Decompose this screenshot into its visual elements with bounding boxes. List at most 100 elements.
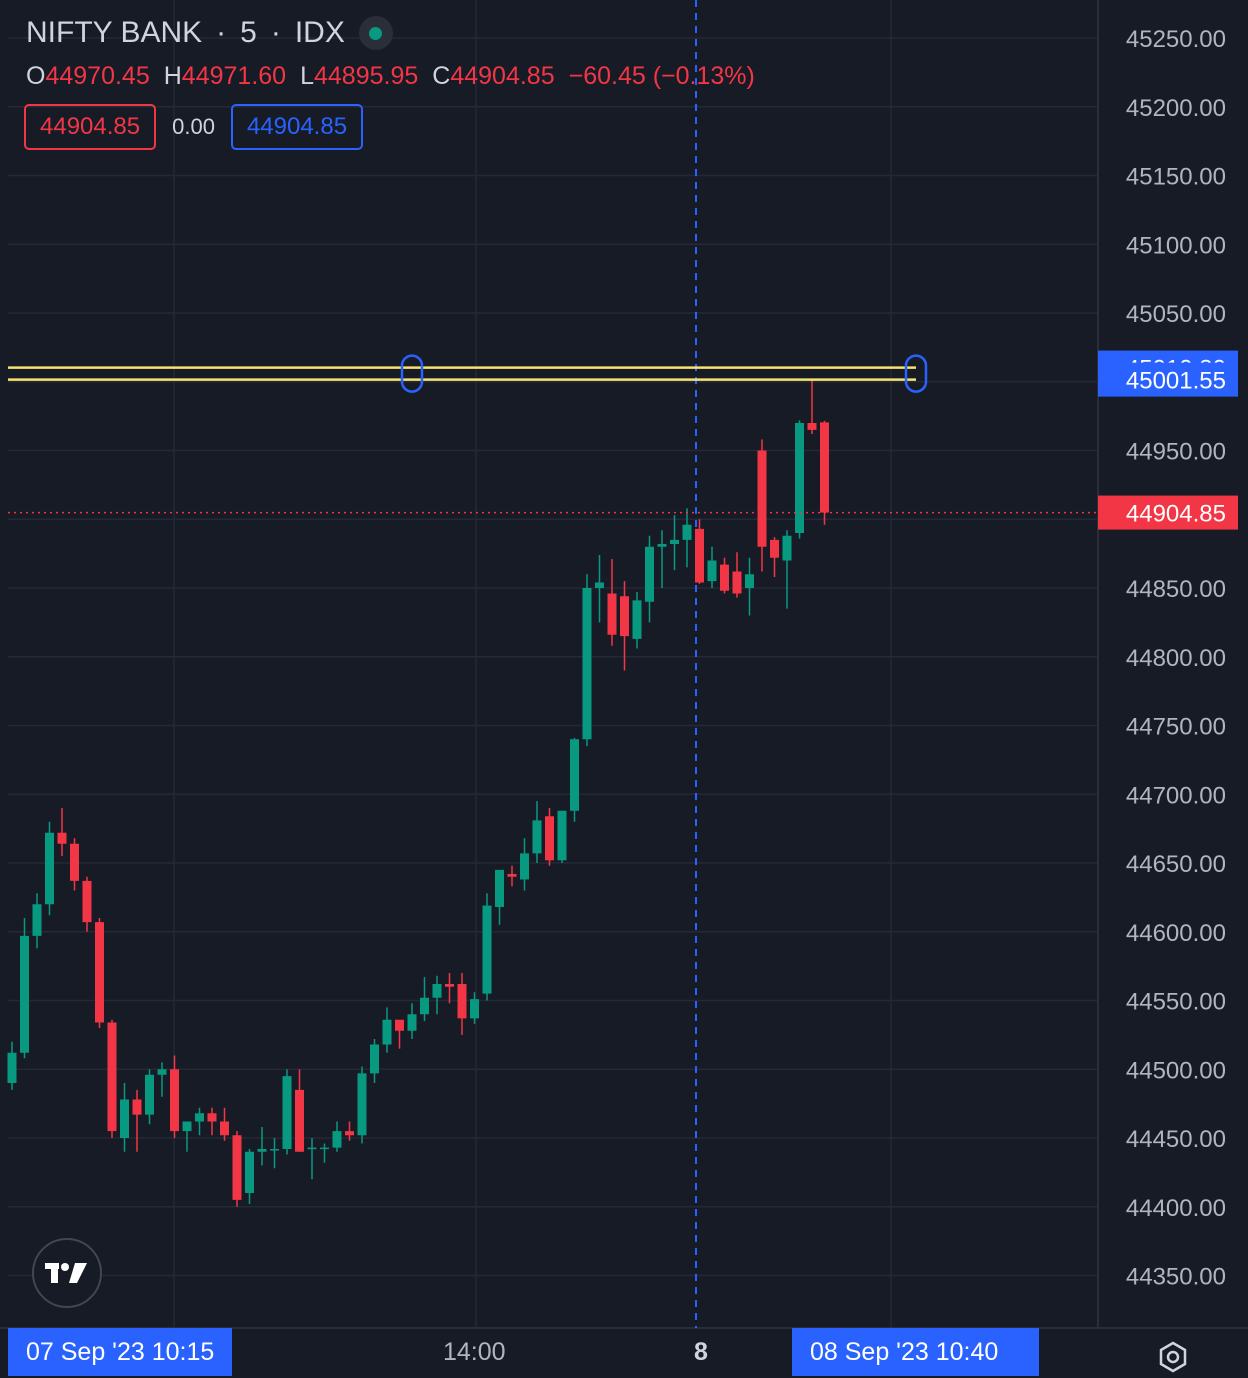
close-label: C: [432, 62, 451, 90]
candle-body: [232, 1135, 242, 1200]
candle: [282, 1069, 292, 1155]
settings-gear-icon[interactable]: [1156, 1340, 1190, 1374]
symbol-header[interactable]: NIFTY BANK · 5 · IDX: [26, 16, 393, 50]
candle: [307, 1138, 317, 1180]
candle: [220, 1107, 229, 1141]
drag-handle-icon[interactable]: [904, 354, 928, 393]
sell-button[interactable]: 44904.85: [24, 104, 157, 150]
candle: [120, 1083, 129, 1152]
open-value: 44970.45: [45, 62, 150, 90]
candle: [132, 1089, 142, 1152]
candle: [395, 1019, 404, 1049]
candle-body: [795, 423, 804, 533]
y-tick-label: 44500.00: [1126, 1057, 1226, 1084]
candle: [270, 1138, 279, 1169]
candle: [757, 439, 767, 572]
candle: [145, 1069, 154, 1125]
y-tick-label: 45100.00: [1126, 232, 1226, 259]
buy-button[interactable]: 44904.85: [230, 104, 364, 150]
candle: [207, 1107, 217, 1136]
candle: [545, 808, 554, 866]
open-label: O: [26, 62, 46, 90]
candle: [795, 420, 804, 539]
candle-body: [370, 1044, 379, 1074]
candle: [820, 420, 829, 525]
candle-body: [432, 984, 442, 998]
candle: [470, 992, 479, 1024]
candle-body: [245, 1151, 254, 1193]
market-status-icon[interactable]: [358, 16, 393, 50]
candle: [720, 557, 729, 594]
candle: [95, 918, 104, 1028]
candle-body: [745, 574, 754, 588]
candle-body: [82, 880, 92, 923]
separator: ·: [270, 16, 281, 49]
tradingview-logo-icon[interactable]: [32, 1238, 102, 1308]
interval-label[interactable]: 5: [240, 16, 257, 49]
candle: [570, 737, 579, 822]
exchange-label: IDX: [294, 16, 345, 49]
y-tick-label: 44850.00: [1126, 576, 1226, 603]
candle-body: [532, 820, 542, 854]
candle: [520, 838, 529, 891]
candle-body: [807, 423, 817, 430]
candle: [645, 535, 654, 623]
change-value: −60.45 (−0.13%): [568, 62, 755, 90]
candle-body: [582, 588, 592, 740]
candle: [582, 574, 592, 747]
low-label: L: [300, 62, 314, 90]
candle: [45, 821, 54, 916]
candle-body: [495, 869, 504, 907]
candle-body: [782, 535, 792, 561]
candle: [20, 918, 29, 1059]
candle: [32, 893, 42, 949]
candle: [232, 1131, 242, 1207]
y-tick-label: 45200.00: [1126, 95, 1226, 122]
candle-body: [707, 560, 717, 582]
y-tick-label: 44400.00: [1126, 1195, 1226, 1222]
y-tick-label: 44950.00: [1126, 439, 1226, 466]
candle-body: [357, 1073, 367, 1136]
candle-body: [32, 904, 42, 936]
candle-body: [570, 739, 579, 811]
y-tick-label: 45250.00: [1126, 26, 1226, 53]
candle: [507, 865, 517, 887]
candle: [195, 1107, 204, 1136]
x-tick-label: 14:00: [443, 1337, 506, 1366]
candle-body: [457, 984, 467, 1019]
candle-body: [770, 539, 779, 558]
y-tick-label: 44800.00: [1126, 645, 1226, 672]
candle: [445, 973, 454, 1004]
candle-body: [682, 524, 692, 540]
candle-body: [145, 1074, 154, 1115]
candle: [695, 519, 704, 584]
candle-body: [420, 997, 429, 1015]
candle-body: [195, 1113, 204, 1122]
candle: [707, 546, 717, 588]
candle: [745, 557, 754, 616]
candle-body: [7, 1052, 17, 1083]
candle: [345, 1121, 354, 1141]
x-tick-label: 8: [694, 1337, 708, 1366]
candle-body: [345, 1131, 354, 1136]
high-value: 44971.60: [181, 62, 287, 90]
candle-body: [282, 1076, 292, 1149]
last-price-label: 44904.85: [1126, 501, 1226, 528]
candle: [595, 555, 604, 623]
candle-body: [407, 1014, 417, 1031]
candle-body: [57, 832, 67, 844]
candle-body: [632, 600, 642, 639]
drag-handle-icon[interactable]: [400, 354, 424, 393]
candle: [782, 530, 792, 609]
candle-body: [557, 810, 567, 861]
candle: [632, 592, 642, 649]
y-tick-label: 44750.00: [1126, 714, 1226, 741]
candle: [607, 559, 617, 646]
candle: [295, 1069, 304, 1152]
candle-body: [720, 564, 729, 591]
candle-body: [607, 593, 617, 635]
candle-body: [670, 539, 679, 544]
crosshair-time-label: 07 Sep '23 10:15: [8, 1328, 233, 1376]
candle-body: [820, 422, 829, 513]
